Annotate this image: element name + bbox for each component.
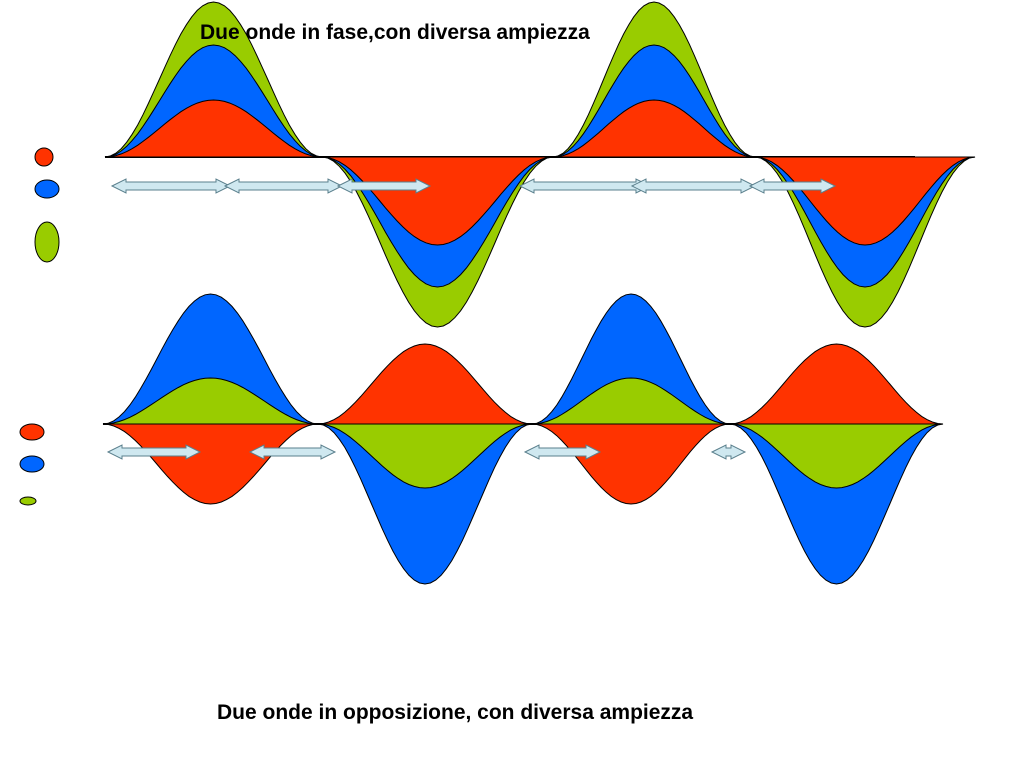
double-arrow-4 <box>710 444 747 460</box>
red-wave-lobe-1 <box>102 423 319 505</box>
green-wave-lobe-4 <box>729 423 944 489</box>
green-wave <box>102 377 944 489</box>
blue-wave-lobe-1 <box>102 293 319 425</box>
wavelength-arrows <box>106 444 747 460</box>
red-legend-dot <box>34 147 54 167</box>
double-arrow-3 <box>336 178 432 194</box>
top-caption: Due onde in fase,con diversa ampiezza <box>200 21 590 44</box>
bottom-caption: Due onde in opposizione, con diversa amp… <box>217 701 694 724</box>
blue-wave-lobe-3 <box>531 293 731 425</box>
blue-legend-dot <box>34 179 60 199</box>
green-wave-lobe-3 <box>531 377 731 425</box>
blue-wave-lobe-2 <box>317 423 533 585</box>
red-wave-lobe-2 <box>317 343 533 425</box>
blue-legend-dot <box>19 455 45 473</box>
red-wave <box>102 343 944 505</box>
wavelength-arrows <box>110 178 837 194</box>
red-wave-lobe-3 <box>552 99 756 158</box>
green-legend-dot <box>19 496 37 506</box>
double-arrow-2 <box>248 444 337 460</box>
double-arrow-3 <box>523 444 602 460</box>
green-legend-dot <box>34 221 60 263</box>
red-wave-lobe-4 <box>754 156 976 246</box>
red-wave-lobe-4 <box>729 343 944 425</box>
blue-wave <box>102 293 944 585</box>
legend-dots <box>34 147 60 263</box>
legend-dots <box>19 423 45 506</box>
double-arrow-1 <box>110 178 232 194</box>
double-arrow-2 <box>223 178 344 194</box>
red-wave-lobe-3 <box>531 423 731 505</box>
red-wave <box>104 99 976 246</box>
red-wave-lobe-2 <box>321 156 554 246</box>
double-arrow-6 <box>748 178 837 194</box>
in-phase-waves-diagram <box>34 1 976 328</box>
double-arrow-1 <box>106 444 202 460</box>
green-wave-lobe-2 <box>317 423 533 489</box>
red-wave-lobe-1 <box>104 99 323 158</box>
green-wave-lobe-1 <box>102 377 319 425</box>
blue-wave-lobe-4 <box>729 423 944 585</box>
double-arrow-5 <box>630 178 757 194</box>
red-legend-dot <box>19 423 45 441</box>
opposition-waves-diagram <box>19 293 944 585</box>
double-arrow-4 <box>518 178 652 194</box>
